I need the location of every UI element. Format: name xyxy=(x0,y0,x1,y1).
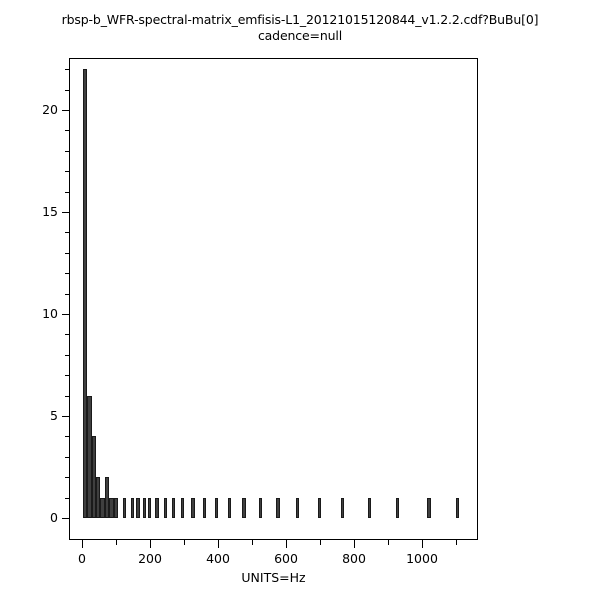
x-axis-tick-label: 400 xyxy=(206,551,230,566)
histogram-bar xyxy=(100,497,105,518)
y-axis-minor-tick xyxy=(65,191,70,193)
x-axis-minor-tick xyxy=(252,540,253,545)
x-axis-minor-tick xyxy=(456,540,457,545)
histogram-bar xyxy=(142,497,146,518)
plot-axes-frame xyxy=(69,58,478,540)
y-axis-minor-tick xyxy=(65,456,70,458)
x-axis-label: UNITS=Hz xyxy=(241,570,306,585)
y-axis-minor-tick xyxy=(65,436,70,438)
histogram-bar xyxy=(113,497,119,518)
y-axis-minor-tick xyxy=(65,69,70,71)
y-axis-minor-tick xyxy=(65,171,70,173)
y-axis-minor-tick xyxy=(65,273,70,275)
chart-title: rbsp-b_WFR-spectral-matrix_emfisis-L1_20… xyxy=(0,12,600,44)
histogram-bar xyxy=(395,497,399,518)
histogram-bar xyxy=(109,497,114,518)
histogram-bar xyxy=(214,497,218,518)
y-axis-minor-tick xyxy=(65,130,70,132)
x-axis-tick xyxy=(286,540,287,548)
x-axis-tick xyxy=(354,540,355,548)
y-axis-tick xyxy=(62,416,70,417)
x-axis-tick-label: 800 xyxy=(342,551,366,566)
x-axis-tick-label: 1000 xyxy=(406,551,438,566)
y-axis-minor-tick xyxy=(65,497,70,499)
y-axis-tick xyxy=(62,518,70,519)
histogram-bar xyxy=(155,497,159,518)
y-axis-tick-label: 20 xyxy=(42,102,58,117)
x-axis-minor-tick xyxy=(116,540,117,545)
x-axis-tick xyxy=(422,540,423,548)
x-axis-tick-label: 200 xyxy=(138,551,162,566)
histogram-bar xyxy=(317,497,321,518)
histogram-bar xyxy=(87,395,92,518)
histogram-bar xyxy=(130,497,134,518)
y-axis-minor-tick xyxy=(65,293,70,295)
histogram-bar xyxy=(228,497,232,518)
y-axis-minor-tick xyxy=(65,375,70,377)
x-axis-tick-label: 0 xyxy=(78,551,86,566)
histogram-bar xyxy=(341,497,345,518)
histogram-bar xyxy=(82,69,88,518)
x-axis-tick xyxy=(150,540,151,548)
histogram-bar xyxy=(163,497,167,518)
x-axis-tick xyxy=(82,540,83,548)
y-axis-tick-label: 5 xyxy=(50,408,58,423)
chart-title-line-1: rbsp-b_WFR-spectral-matrix_emfisis-L1_20… xyxy=(61,12,539,27)
y-axis-minor-tick xyxy=(65,477,70,479)
histogram-bar xyxy=(172,497,176,518)
y-axis-tick-label: 10 xyxy=(42,306,58,321)
histogram-bar xyxy=(122,497,126,518)
y-axis-minor-tick xyxy=(65,395,70,397)
y-axis-minor-tick xyxy=(65,150,70,152)
y-axis-minor-tick xyxy=(65,252,70,254)
x-axis-minor-tick xyxy=(320,540,321,545)
histogram-bar xyxy=(95,477,101,518)
x-axis-tick xyxy=(218,540,219,548)
histogram-bar xyxy=(104,477,110,518)
histogram-bar xyxy=(202,497,206,518)
y-axis-minor-tick xyxy=(65,89,70,91)
y-axis-tick xyxy=(62,212,70,213)
chart-title-line-2: cadence=null xyxy=(257,28,343,43)
histogram-bar xyxy=(276,497,280,518)
histogram-bar xyxy=(181,497,185,518)
histogram-bar xyxy=(296,497,300,518)
histogram-bar xyxy=(242,497,246,518)
histogram-bar xyxy=(456,497,460,518)
y-axis-minor-tick xyxy=(65,232,70,234)
y-axis-tick xyxy=(62,110,70,111)
histogram-bar xyxy=(427,497,431,518)
histogram-bar xyxy=(136,497,140,518)
histogram-bar xyxy=(91,436,96,518)
y-axis-tick-label: 15 xyxy=(42,204,58,219)
histogram-bar xyxy=(258,497,262,518)
y-axis-tick-label: 0 xyxy=(50,510,58,525)
x-axis-minor-tick xyxy=(388,540,389,545)
y-axis-minor-tick xyxy=(65,334,70,336)
histogram-bar xyxy=(148,497,152,518)
x-axis-minor-tick xyxy=(184,540,185,545)
x-axis-tick-label: 600 xyxy=(274,551,298,566)
y-axis-tick xyxy=(62,314,70,315)
histogram-bar xyxy=(367,497,371,518)
histogram-bar xyxy=(191,497,195,518)
plot-area xyxy=(69,58,478,540)
y-axis-minor-tick xyxy=(65,354,70,356)
